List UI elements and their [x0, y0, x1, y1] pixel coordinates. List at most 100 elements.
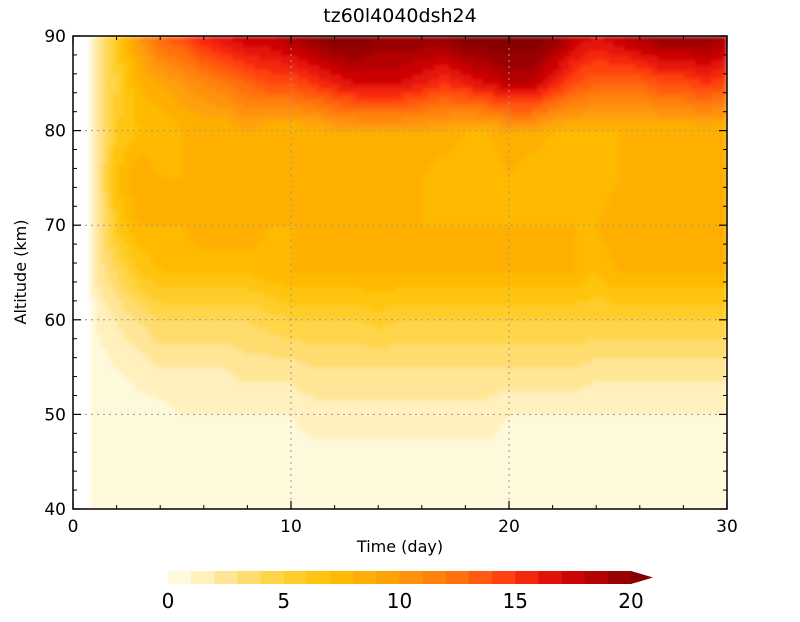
heatmap-cell — [286, 234, 293, 240]
heatmap-cell — [335, 182, 342, 188]
heatmap-cell — [112, 239, 119, 245]
heatmap-cell — [123, 300, 130, 307]
heatmap-cell — [117, 144, 124, 151]
heatmap-cell — [134, 329, 141, 335]
heatmap-cell — [232, 423, 239, 430]
heatmap-cell — [193, 78, 201, 84]
heatmap-cell — [319, 69, 326, 75]
heatmap-cell — [117, 428, 124, 434]
heatmap-cell — [226, 376, 233, 382]
heatmap-cell — [193, 485, 201, 491]
heatmap-cell — [248, 414, 255, 420]
heatmap-cell — [341, 206, 348, 212]
heatmap-cell — [123, 168, 130, 174]
heatmap-cell — [286, 447, 293, 453]
heatmap-cell — [204, 144, 211, 151]
heatmap-cell — [204, 258, 211, 264]
heatmap-cell — [155, 414, 162, 420]
heatmap-cell — [199, 144, 206, 151]
heatmap-cell — [286, 92, 293, 99]
heatmap-cell — [95, 461, 102, 468]
heatmap-cell — [275, 50, 282, 56]
heatmap-cell — [330, 423, 337, 430]
heatmap-cell — [193, 140, 201, 146]
heatmap-cell — [259, 499, 266, 505]
heatmap-cell — [341, 386, 348, 392]
heatmap-cell — [341, 466, 348, 472]
heatmap-cell — [101, 400, 108, 406]
heatmap-cell — [106, 494, 113, 501]
heatmap-cell — [199, 206, 206, 212]
heatmap-cell — [259, 409, 266, 415]
heatmap-cell — [183, 92, 190, 99]
heatmap-cell — [221, 414, 228, 420]
heatmap-cell — [352, 471, 359, 477]
heatmap-cell — [161, 225, 168, 231]
heatmap-cell — [324, 272, 331, 278]
heatmap-cell — [232, 239, 239, 245]
heatmap-cell — [210, 390, 217, 397]
heatmap-cell — [302, 88, 310, 94]
heatmap-cell — [112, 456, 119, 463]
heatmap-cell — [166, 92, 173, 99]
heatmap-cell — [155, 305, 162, 311]
heatmap-cell — [172, 201, 179, 207]
heatmap-cell — [166, 404, 173, 411]
heatmap-cell — [112, 206, 119, 212]
heatmap-cell — [297, 324, 304, 330]
heatmap-cell — [253, 45, 260, 51]
heatmap-cell — [221, 400, 228, 406]
heatmap-cell — [90, 149, 97, 155]
heatmap-cell — [346, 248, 353, 255]
heatmap-cell — [193, 490, 201, 496]
heatmap-cell — [270, 291, 277, 297]
heatmap-cell — [319, 466, 326, 472]
heatmap-cell — [324, 121, 331, 127]
heatmap-cell — [106, 438, 113, 444]
heatmap-cell — [243, 229, 250, 236]
heatmap-cell — [341, 338, 348, 345]
heatmap-cell — [90, 447, 97, 453]
heatmap-cell — [150, 229, 157, 236]
heatmap-cell — [215, 367, 222, 373]
heatmap-cell — [297, 480, 304, 486]
heatmap-cell — [204, 125, 211, 132]
heatmap-cell — [308, 423, 315, 430]
heatmap-cell — [308, 116, 315, 122]
heatmap-cell — [134, 390, 141, 397]
heatmap-cell — [341, 315, 348, 321]
heatmap-cell — [346, 348, 353, 354]
heatmap-cell — [292, 371, 299, 378]
heatmap-cell — [346, 272, 353, 278]
heatmap-cell — [330, 305, 337, 311]
heatmap-cell — [161, 277, 168, 283]
heatmap-cell — [221, 263, 228, 269]
heatmap-cell — [144, 480, 151, 486]
heatmap-cell — [106, 357, 113, 363]
heatmap-cell — [292, 315, 299, 321]
heatmap-cell — [308, 59, 315, 65]
heatmap-cell — [172, 348, 179, 354]
heatmap-cell — [330, 64, 337, 70]
heatmap-cell — [346, 40, 353, 47]
heatmap-cell — [275, 54, 282, 61]
heatmap-cell — [243, 329, 250, 335]
heatmap-cell — [210, 83, 217, 89]
heatmap-cell — [330, 466, 337, 472]
heatmap-cell — [302, 192, 310, 198]
heatmap-cell — [330, 121, 337, 127]
heatmap-cell — [352, 305, 359, 311]
heatmap-cell — [150, 343, 157, 349]
heatmap-cell — [112, 229, 119, 236]
heatmap-cell — [319, 433, 326, 439]
heatmap-cell — [357, 490, 364, 496]
heatmap-cell — [346, 234, 353, 240]
heatmap-cell — [90, 456, 97, 463]
heatmap-cell — [204, 130, 211, 136]
heatmap-cell — [210, 490, 217, 496]
heatmap-cell — [90, 140, 97, 146]
heatmap-cell — [95, 395, 102, 401]
heatmap-cell — [237, 471, 244, 477]
heatmap-cell — [106, 466, 113, 472]
heatmap-cell — [341, 59, 348, 65]
